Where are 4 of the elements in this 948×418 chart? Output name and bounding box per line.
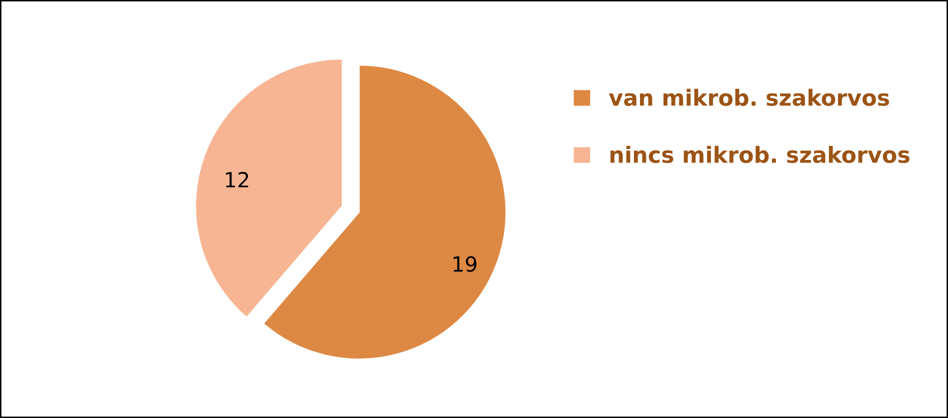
legend-label: van mikrob. szakorvos — [608, 88, 890, 106]
data-label: 19 — [454, 256, 476, 272]
legend-label: nincs mikrob. szakorvos — [610, 146, 910, 164]
data-label: 12 — [226, 172, 248, 188]
